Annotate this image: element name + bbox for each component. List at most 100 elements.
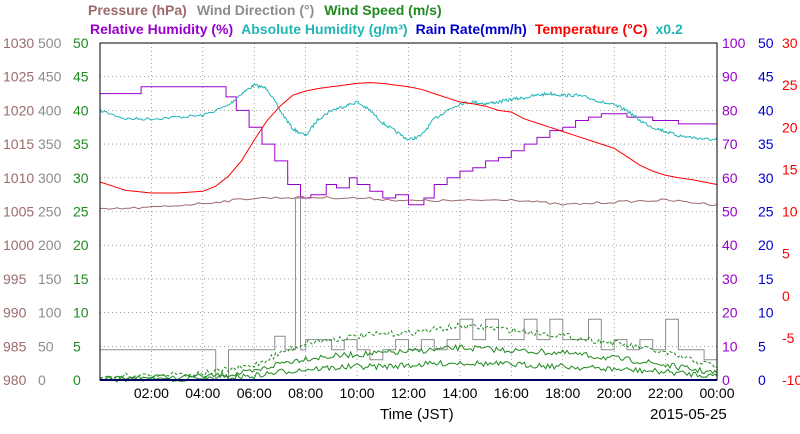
y-tick-label-wind_speed: 50	[73, 35, 89, 51]
y-tick-label-wind_dir: 500	[38, 35, 62, 51]
y-tick-label-humidity: 80	[722, 102, 738, 118]
x-tick-label: 22:00	[648, 385, 683, 401]
x-axis-ticks: 02:00 04:00 06:00 08:00 10:00 12:00 14:00 16:00…	[134, 385, 735, 401]
y-tick-label-rain: 10	[758, 305, 774, 321]
y-tick-label-pressure: 1030	[3, 35, 34, 51]
legend-entry: Relative Humidity (%)	[90, 21, 233, 37]
y-tick-label-rain: 5	[758, 338, 766, 354]
series-line-1	[99, 82, 718, 142]
series-line-3	[99, 195, 718, 210]
y-tick-label-rain: 25	[758, 204, 774, 220]
chart-legend-header: Pressure (hPa) Wind Direction (°) Wind Spe…	[88, 2, 683, 37]
y-tick-label-wind_dir: 450	[38, 69, 62, 85]
x-tick-label: 20:00	[597, 385, 632, 401]
y-tick-label-wind_dir: 150	[38, 271, 62, 287]
x-tick-label: 08:00	[288, 385, 323, 401]
legend-entry: Pressure (hPa)	[88, 2, 187, 18]
x-tick-label: 00:00	[699, 385, 734, 401]
y-tick-label-pressure: 995	[3, 271, 27, 287]
y-tick-label-wind_dir: 350	[38, 136, 62, 152]
x-tick-label: 14:00	[442, 385, 477, 401]
y-tick-label-pressure: 1025	[3, 69, 34, 85]
y-tick-label-humidity: 50	[722, 204, 738, 220]
y-tick-label-pressure: 1000	[3, 237, 34, 253]
y-tick-label-temperature: 5	[782, 246, 790, 262]
y-tick-label-humidity: 20	[722, 305, 738, 321]
y-tick-label-rain: 30	[758, 170, 774, 186]
y-tick-label-humidity: 100	[722, 35, 746, 51]
y-tick-label-pressure: 990	[3, 305, 27, 321]
y-tick-label-humidity: 40	[722, 237, 738, 253]
y-tick-label-pressure: 985	[3, 338, 27, 354]
series-line-4	[100, 197, 718, 381]
y-tick-label-wind_speed: 0	[73, 372, 81, 388]
y-tick-label-temperature: 0	[782, 288, 790, 304]
legend-entry: Temperature (°C)	[535, 21, 648, 37]
y-tick-label-wind_speed: 35	[73, 136, 89, 152]
y-tick-label-wind_speed: 5	[73, 338, 81, 354]
plot-frame	[99, 42, 718, 381]
series-line-6	[99, 359, 718, 383]
y-tick-label-humidity: 10	[722, 338, 738, 354]
x-tick-label: 06:00	[237, 385, 272, 401]
y-tick-label-wind_speed: 30	[73, 170, 89, 186]
y-tick-label-temperature: 10	[782, 204, 798, 220]
x-tick-label: 10:00	[340, 385, 375, 401]
y-tick-label-pressure: 1020	[3, 102, 34, 118]
x-tick-label: 04:00	[185, 385, 220, 401]
x-tick-label: 02:00	[134, 385, 169, 401]
legend-entry: x0.2	[656, 21, 683, 37]
y-tick-label-pressure: 1005	[3, 204, 34, 220]
legend-entry: Wind Direction (°)	[197, 2, 314, 18]
y-tick-label-wind_speed: 25	[73, 204, 89, 220]
y-tick-label-rain: 15	[758, 271, 774, 287]
y-tick-label-temperature: 20	[782, 119, 798, 135]
legend-entry: Wind Speed (m/s)	[324, 2, 441, 18]
legend-row-bottom: Relative Humidity (%) Absolute Humidity (…	[90, 21, 683, 37]
y-tick-label-humidity: 0	[722, 372, 730, 388]
series-line-5	[99, 344, 718, 382]
y-tick-label-wind_speed: 15	[73, 271, 89, 287]
x-tick-label: 16:00	[494, 385, 529, 401]
y-tick-label-pressure: 1010	[3, 170, 34, 186]
y-tick-label-humidity: 60	[722, 170, 738, 186]
y-tick-label-wind_speed: 45	[73, 69, 89, 85]
y-tick-label-wind_dir: 300	[38, 170, 62, 186]
date-label: 2015-05-25	[650, 406, 727, 423]
series-line-0	[100, 86, 717, 206]
y-tick-label-temperature: 15	[782, 161, 798, 177]
y-tick-label-wind_dir: 100	[38, 305, 62, 321]
y-tick-label-temperature: -5	[782, 330, 795, 346]
y-tick-label-humidity: 70	[722, 136, 738, 152]
y-tick-label-rain: 20	[758, 237, 774, 253]
y-tick-label-wind_dir: 250	[38, 204, 62, 220]
y-tick-label-wind_speed: 10	[73, 305, 89, 321]
y-tick-label-rain: 35	[758, 136, 774, 152]
y-tick-label-temperature: 25	[782, 77, 798, 93]
y-tick-label-wind_speed: 20	[73, 237, 89, 253]
y-tick-label-humidity: 30	[722, 271, 738, 287]
series-line-2	[99, 82, 718, 194]
y-tick-label-pressure: 980	[3, 372, 27, 388]
x-tick-label: 18:00	[545, 385, 580, 401]
y-tick-label-rain: 0	[758, 372, 766, 388]
legend-entry: Absolute Humidity (g/m³)	[241, 21, 407, 37]
y-tick-label-wind_dir: 400	[38, 102, 62, 118]
y-tick-label-pressure: 1015	[3, 136, 34, 152]
legend-row-top: Pressure (hPa) Wind Direction (°) Wind Spe…	[88, 2, 442, 18]
y-tick-label-wind_dir: 50	[38, 338, 54, 354]
y-tick-label-rain: 40	[758, 102, 774, 118]
x-axis-label: Time (JST)	[380, 406, 454, 423]
y-tick-label-temperature: 30	[782, 35, 798, 51]
y-tick-label-wind_speed: 40	[73, 102, 89, 118]
y-axis-ticks: 1030102510201015101010051000995990985980…	[3, 35, 800, 388]
y-tick-label-rain: 50	[758, 35, 774, 51]
legend-entry: Rain Rate(mm/h)	[416, 21, 527, 37]
x-tick-label: 12:00	[391, 385, 426, 401]
y-tick-label-rain: 45	[758, 69, 774, 85]
series-line-7	[99, 322, 718, 380]
y-tick-label-temperature: -10	[782, 372, 800, 388]
y-tick-label-humidity: 90	[722, 69, 738, 85]
y-tick-label-wind_dir: 0	[38, 372, 46, 388]
